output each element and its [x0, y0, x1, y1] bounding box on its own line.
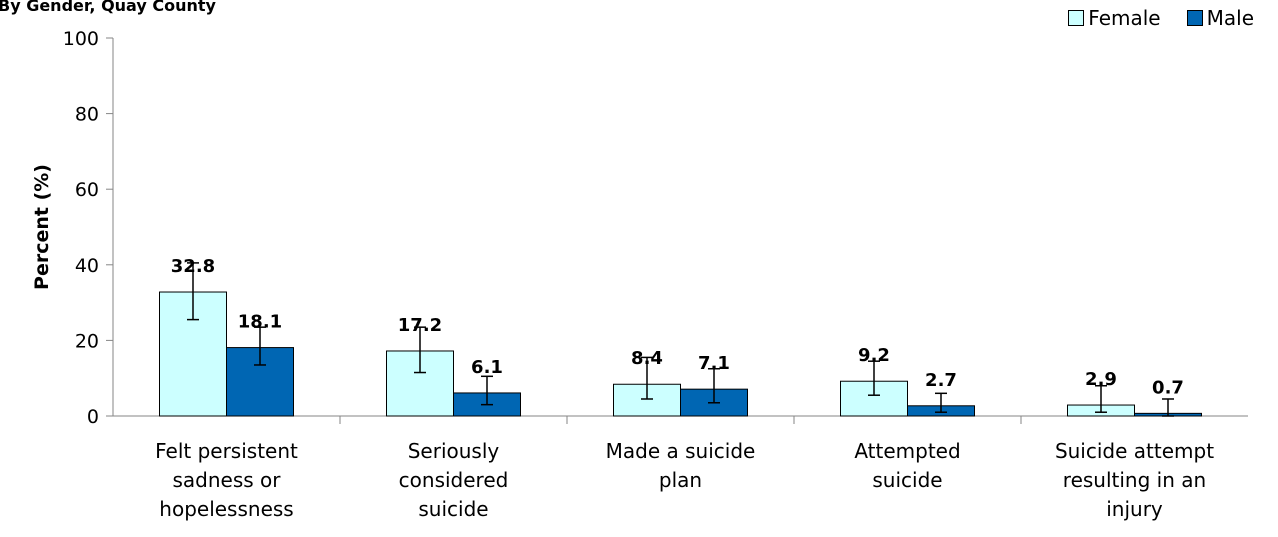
x-tick-label: Seriously considered suicide: [399, 439, 509, 521]
y-axis-label: Percent (%): [31, 164, 53, 290]
data-label-male: 6.1: [471, 357, 503, 378]
legend-swatch-female: [1068, 10, 1085, 26]
y-tick-label: 100: [63, 28, 99, 50]
legend-label-male: Male: [1206, 6, 1254, 30]
y-tick-label: 0: [87, 406, 99, 428]
y-tick-label: 60: [75, 179, 99, 201]
y-tick-label: 20: [75, 330, 99, 352]
chart-title: By Gender, Quay County: [0, 0, 216, 15]
data-label-female: 8.4: [631, 348, 663, 369]
legend-item-male: Male: [1186, 6, 1254, 30]
y-tick-label: 80: [75, 104, 99, 126]
legend-swatch-male: [1186, 10, 1203, 26]
data-label-male: 18.1: [238, 312, 282, 333]
y-tick-label: 40: [75, 255, 99, 277]
x-tick-label: Made a suicide plan: [606, 439, 756, 492]
data-label-female: 32.8: [171, 256, 215, 277]
legend-item-female: Female: [1068, 6, 1161, 30]
data-label-male: 0.7: [1152, 377, 1184, 398]
data-label-female: 2.9: [1085, 369, 1117, 390]
legend: Female Male: [1068, 6, 1254, 30]
x-tick-label: Felt persistent sadness or hopelessness: [155, 439, 298, 521]
data-label-female: 9.2: [858, 345, 890, 366]
x-tick-label: Suicide attempt resulting in an injury: [1055, 439, 1214, 521]
data-label-male: 2.7: [925, 370, 957, 391]
legend-label-female: Female: [1088, 6, 1161, 30]
data-label-male: 7.1: [698, 353, 730, 374]
data-label-female: 17.2: [398, 315, 442, 336]
bar-male: [226, 347, 294, 417]
x-tick-label: Attempted suicide: [854, 439, 960, 492]
